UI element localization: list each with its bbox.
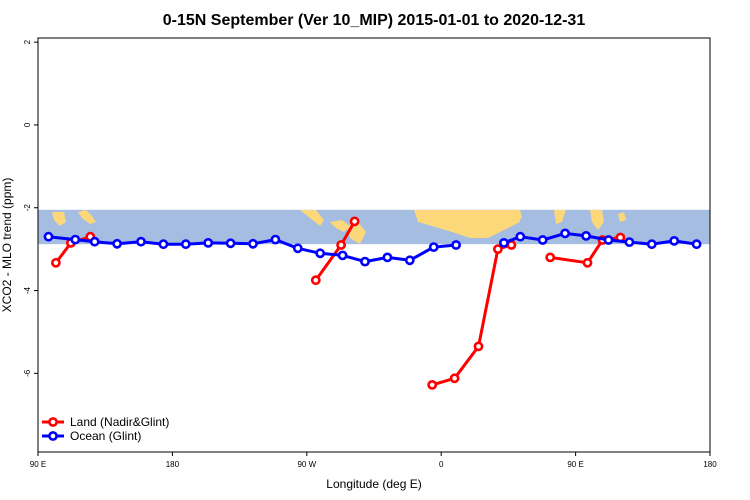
land-shape-central-america-a <box>300 210 324 226</box>
legend-ocean-label: Ocean (Glint) <box>70 429 141 443</box>
ocean-series <box>43 228 702 267</box>
series-layer <box>43 216 702 390</box>
land-data-point <box>473 341 484 352</box>
land-data-point <box>336 240 346 250</box>
land-shape-indochina <box>590 210 604 230</box>
ocean-data-point <box>292 243 303 254</box>
ocean-data-point <box>515 231 526 242</box>
ocean-data-point <box>315 248 326 259</box>
land-shape-philippines <box>618 212 626 222</box>
land-data-point <box>427 379 438 390</box>
x-tick-label: 0 <box>439 460 444 469</box>
ocean-data-point <box>404 255 415 266</box>
ocean-data-point <box>646 239 657 250</box>
land-data-point <box>310 275 321 286</box>
legend-land-marker <box>48 417 58 427</box>
x-tick-label: 90 E <box>567 460 583 469</box>
y-tick-label: 2 <box>23 39 32 44</box>
x-tick-label: 90 E <box>30 460 46 469</box>
land-series <box>51 216 626 390</box>
ocean-data-point <box>136 236 146 247</box>
ocean-data-point <box>428 242 439 252</box>
ocean-data-point <box>382 252 393 263</box>
x-tick-label: 180 <box>166 460 180 469</box>
ocean-data-point <box>112 238 122 249</box>
legend-ocean-marker <box>48 431 58 441</box>
ocean-data-point <box>89 236 100 247</box>
land-data-point <box>349 216 360 227</box>
ocean-series-line <box>503 231 697 246</box>
ocean-data-point <box>560 228 570 239</box>
legend-land-label: Land (Nadir&Glint) <box>70 415 169 429</box>
y-tick-label: 0 <box>23 122 32 127</box>
map-band-land <box>52 210 626 244</box>
ocean-data-point <box>451 240 461 250</box>
x-axis: 90 E 180 90 W 0 90 E 180 <box>30 452 717 469</box>
y-axis: 2 0 -2 -4 -6 <box>23 39 38 377</box>
map-band <box>38 209 710 245</box>
ocean-data-point <box>70 234 81 245</box>
y-axis-label: XCO2 - MLO trend (ppm) <box>0 178 14 313</box>
y-tick-label: -6 <box>23 369 32 377</box>
ocean-data-point <box>360 256 370 267</box>
plot-frame <box>37 37 711 453</box>
land-shape-borneo <box>52 212 66 226</box>
chart-title: 0-15N September (Ver 10_MIP) 2015-01-01 … <box>163 12 586 29</box>
ocean-data-point <box>603 235 614 245</box>
x-tick-label: 180 <box>703 460 717 469</box>
ocean-data-point <box>498 237 509 248</box>
land-shape-india <box>554 210 566 224</box>
ocean-data-point <box>43 231 54 242</box>
ocean-data-point <box>270 234 281 245</box>
ocean-data-point <box>337 250 348 261</box>
land-data-point <box>449 373 460 384</box>
ocean-data-point <box>203 237 214 248</box>
land-data-point <box>582 257 593 268</box>
ocean-data-point <box>225 238 236 249</box>
ocean-data-point <box>537 235 548 245</box>
land-data-point <box>51 257 61 268</box>
land-shape-new-guinea <box>78 210 96 224</box>
land-shape-africa <box>414 210 522 238</box>
land-shape-central-america-b <box>330 220 350 232</box>
land-data-point <box>545 252 556 263</box>
ocean-data-point <box>691 239 702 250</box>
x-tick-label: 90 W <box>297 460 316 469</box>
y-tick-label: -4 <box>23 286 32 294</box>
y-tick-label: -2 <box>23 204 32 212</box>
ocean-data-point <box>624 237 635 247</box>
legend: Land (Nadir&Glint)Ocean (Glint) <box>42 415 169 443</box>
ocean-data-point <box>248 238 258 249</box>
land-shape-arabia <box>508 210 520 226</box>
ocean-data-point <box>581 230 591 241</box>
x-axis-label: Longitude (deg E) <box>326 477 421 491</box>
land-data-point <box>492 244 503 254</box>
ocean-data-point <box>669 235 680 246</box>
ocean-data-point <box>158 239 169 250</box>
ocean-data-point <box>180 239 191 250</box>
